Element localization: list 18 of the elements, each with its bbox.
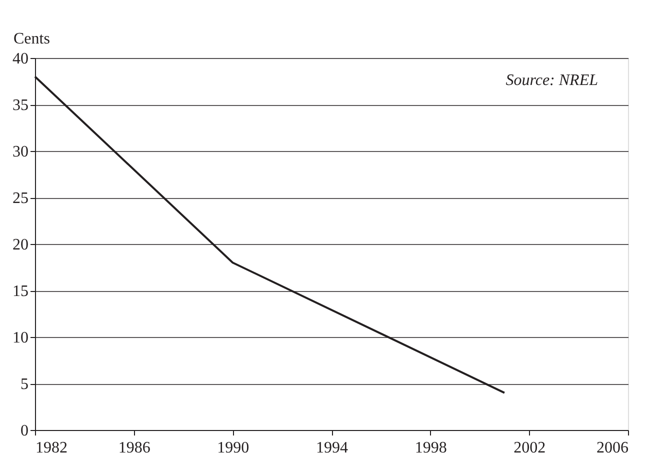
y-tick-label: 5: [20, 376, 28, 393]
x-tick-label: 1998: [414, 440, 447, 456]
y-tick-label: 15: [12, 283, 28, 300]
y-tick-label: 35: [12, 97, 28, 114]
y-axis-title: Cents: [14, 30, 50, 48]
x-tick-label: 1994: [316, 440, 348, 456]
x-tick-label: 1982: [36, 440, 68, 456]
x-tick-label: 1990: [217, 440, 250, 456]
y-tick-label: 0: [20, 422, 28, 440]
x-tick-label: 2002: [514, 440, 546, 456]
y-tick-label: 10: [12, 330, 28, 346]
y-tick-label: 20: [12, 236, 28, 254]
x-tick-label: 2006: [596, 440, 628, 456]
y-tick-label: 25: [12, 190, 28, 207]
y-tick-label: 40: [12, 50, 28, 68]
x-tick-label: 1986: [118, 440, 150, 456]
annotation: Source: NREL: [506, 72, 598, 89]
y-tick-label: 30: [12, 144, 28, 160]
